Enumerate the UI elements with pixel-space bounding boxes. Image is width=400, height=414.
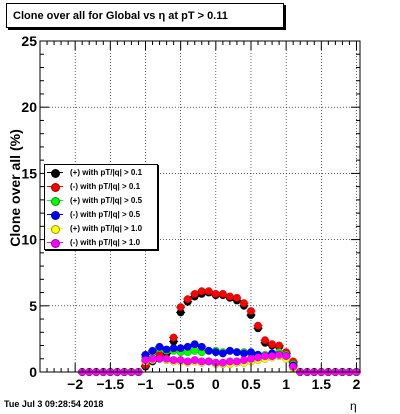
y-tick-label: 0	[29, 364, 37, 380]
plot-frame	[39, 40, 361, 373]
legend-entry: (-) with pT/|q| > 0.5	[45, 208, 157, 221]
data-point	[225, 292, 234, 301]
data-point	[253, 321, 263, 330]
data-point	[204, 287, 213, 296]
series-5	[77, 350, 361, 377]
legend-label: (+) with pT/|q| > 0.1	[70, 168, 143, 177]
chart-title: Clone over all for Global vs η at pT > 0…	[6, 3, 284, 28]
legend-marker-icon	[51, 183, 60, 192]
data-point	[225, 346, 234, 355]
data-point	[232, 348, 241, 357]
data-point	[197, 342, 206, 351]
x-tick-label: 0.5	[241, 376, 261, 392]
data-point	[204, 357, 213, 366]
data-point	[218, 289, 227, 298]
data-point	[246, 307, 256, 316]
y-tick-label: 25	[21, 33, 37, 49]
x-tick-label: 2	[353, 376, 361, 392]
timestamp: Tue Jul 3 09:28:54 2018	[4, 399, 104, 409]
legend-entry: (+) with pT/|q| > 0.5	[45, 194, 157, 207]
data-point	[268, 340, 277, 349]
data-point	[282, 352, 291, 361]
x-tick-label: −1	[138, 376, 154, 392]
data-point	[232, 293, 241, 302]
data-point	[261, 336, 270, 345]
data-series	[77, 287, 361, 377]
axis-ticks	[39, 40, 360, 373]
data-point	[176, 356, 185, 365]
legend-marker-icon	[51, 197, 60, 206]
data-point	[148, 346, 157, 355]
data-point	[183, 295, 192, 304]
legend-label: (-) with pT/|q| > 0.1	[70, 182, 141, 191]
data-point	[232, 357, 241, 366]
data-point	[239, 299, 249, 308]
data-point	[239, 356, 249, 365]
legend-entry: (-) with pT/|q| > 0.1	[45, 180, 157, 193]
x-tick-label: 0	[212, 376, 220, 392]
legend-marker-icon	[51, 169, 60, 178]
data-point	[176, 303, 185, 312]
data-point	[246, 354, 256, 363]
data-point	[190, 356, 199, 365]
data-point	[155, 342, 164, 351]
legend-label: (+) with pT/|q| > 0.5	[70, 196, 143, 205]
legend-entry: (-) with pT/|q| > 1.0	[45, 236, 157, 249]
data-point	[268, 352, 277, 361]
data-point	[162, 354, 171, 363]
data-point	[162, 345, 171, 354]
y-tick-label: 20	[21, 99, 37, 115]
x-tick-label: 1.5	[312, 376, 332, 392]
data-point	[183, 342, 192, 351]
legend-marker-icon	[51, 211, 60, 220]
x-tick-label: −2	[67, 376, 83, 392]
data-point	[190, 340, 199, 349]
data-point	[141, 356, 150, 365]
data-point	[253, 353, 263, 362]
data-point	[190, 289, 199, 298]
data-point	[169, 333, 178, 342]
legend-marker-icon	[51, 225, 60, 234]
legend-label: (-) with pT/|q| > 0.5	[70, 210, 141, 219]
y-tick-label: 15	[21, 165, 37, 181]
x-tick-label: 1	[282, 376, 290, 392]
y-tick-label: 5	[29, 298, 37, 314]
data-point	[218, 358, 227, 367]
data-point	[218, 349, 227, 358]
legend-entry: (+) with pT/|q| > 1.0	[45, 222, 157, 235]
x-axis-title: η	[350, 399, 357, 413]
legend: (+) with pT/|q| > 0.1 (-) with pT/|q| > …	[44, 164, 158, 250]
y-axis-title: Clone over all (%)	[7, 129, 23, 247]
data-point	[204, 346, 213, 355]
data-point	[211, 348, 220, 357]
legend-marker-icon	[51, 239, 60, 248]
x-tick-label: −1.5	[97, 376, 125, 392]
x-tick-label: −0.5	[167, 376, 195, 392]
legend-entry: (+) with pT/|q| > 0.1	[45, 166, 157, 179]
data-point	[176, 344, 185, 353]
legend-label: (-) with pT/|q| > 1.0	[70, 238, 141, 247]
data-point	[183, 357, 192, 366]
data-point	[275, 350, 284, 359]
legend-label: (+) with pT/|q| > 1.0	[70, 224, 143, 233]
y-tick-label: 10	[21, 232, 37, 248]
